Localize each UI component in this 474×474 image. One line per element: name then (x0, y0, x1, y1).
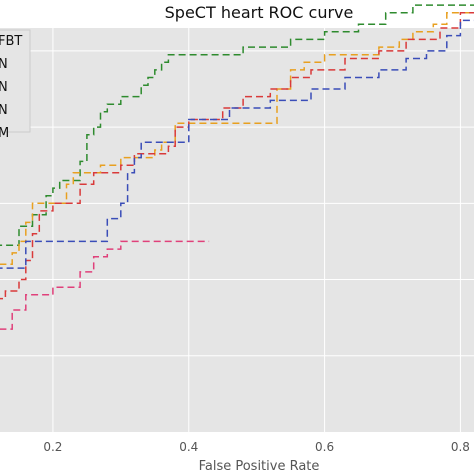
series-line-4 (0, 240, 210, 330)
series-lines (0, 4, 474, 330)
x-tick-label-2: 0.6 (315, 440, 334, 454)
x-tick-labels: 0.2 0.4 0.6 0.8 (43, 440, 470, 454)
series-line-2 (0, 12, 474, 300)
chart-title: SpeCT heart ROC curve (165, 3, 354, 22)
x-axis-label: False Positive Rate (199, 459, 320, 474)
legend-entry-3: N (0, 103, 8, 118)
legend-entry-1: N (0, 57, 8, 72)
series-line-0 (0, 4, 474, 246)
x-tick-label-1: 0.4 (179, 440, 198, 454)
x-tick-label-0: 0.2 (43, 440, 62, 454)
plot-background (0, 28, 474, 432)
legend-entry-0: FBT (0, 34, 22, 49)
legend-entry-4: M (0, 126, 9, 141)
legend-box (0, 29, 31, 133)
legend-entry-2: N (0, 80, 8, 95)
x-tick-label-3: 0.8 (451, 440, 470, 454)
series-line-1 (0, 12, 474, 266)
series-line-3 (0, 19, 474, 269)
